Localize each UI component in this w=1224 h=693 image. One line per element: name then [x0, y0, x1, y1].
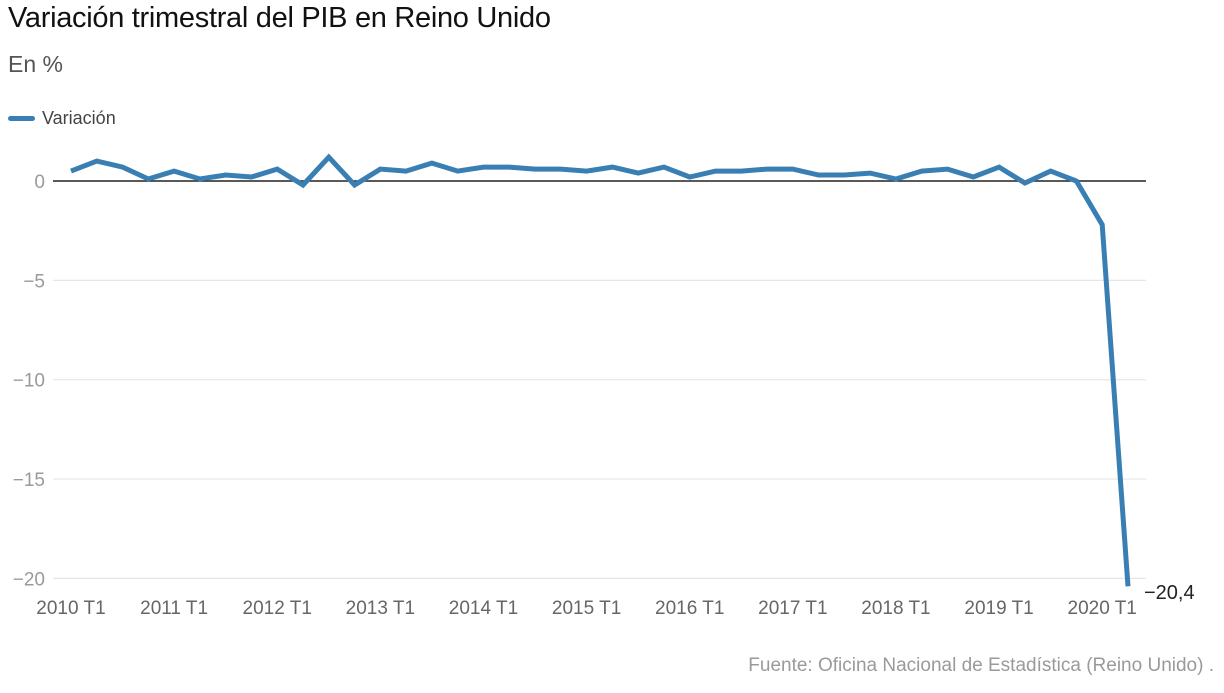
data-series	[70, 153, 1131, 587]
x-tick-label: 2012 T1	[243, 598, 312, 619]
x-tick-label: 2020 T1	[1068, 598, 1137, 619]
annotations: −20,4	[1144, 582, 1195, 604]
x-tick-label: 2014 T1	[449, 598, 518, 619]
x-tick-label: 2016 T1	[655, 598, 724, 619]
source-note: Fuente: Oficina Nacional de Estadística …	[748, 655, 1214, 676]
y-tick-label: −15	[13, 470, 45, 491]
end-value-label: −20,4	[1144, 582, 1195, 604]
legend: Variación	[8, 108, 116, 129]
y-axis-ticks: 0 −5 −10 −15 −20	[13, 172, 45, 590]
series-line-variacion	[70, 153, 1131, 587]
gridlines	[53, 180, 1146, 580]
x-tick-label: 2010 T1	[36, 598, 105, 619]
y-tick-label: −20	[13, 569, 45, 590]
legend-label: Variación	[42, 108, 116, 128]
x-axis-ticks: 2010 T1 2011 T1 2012 T1 2013 T1 2014 T1 2015 …	[36, 598, 1137, 619]
chart-title: Variación trimestral del PIB en Reino Un…	[8, 2, 551, 34]
y-tick-label: −10	[13, 371, 45, 392]
x-tick-label: 2017 T1	[758, 598, 827, 619]
x-tick-label: 2018 T1	[861, 598, 930, 619]
x-tick-label: 2019 T1	[964, 598, 1033, 619]
y-tick-label: 0	[34, 172, 45, 193]
x-tick-label: 2013 T1	[346, 598, 415, 619]
y-tick-label: −5	[23, 271, 45, 292]
x-tick-label: 2015 T1	[552, 598, 621, 619]
chart-subtitle: En %	[8, 51, 63, 77]
x-tick-label: 2011 T1	[140, 598, 208, 619]
legend-swatch-line-icon	[8, 116, 35, 121]
